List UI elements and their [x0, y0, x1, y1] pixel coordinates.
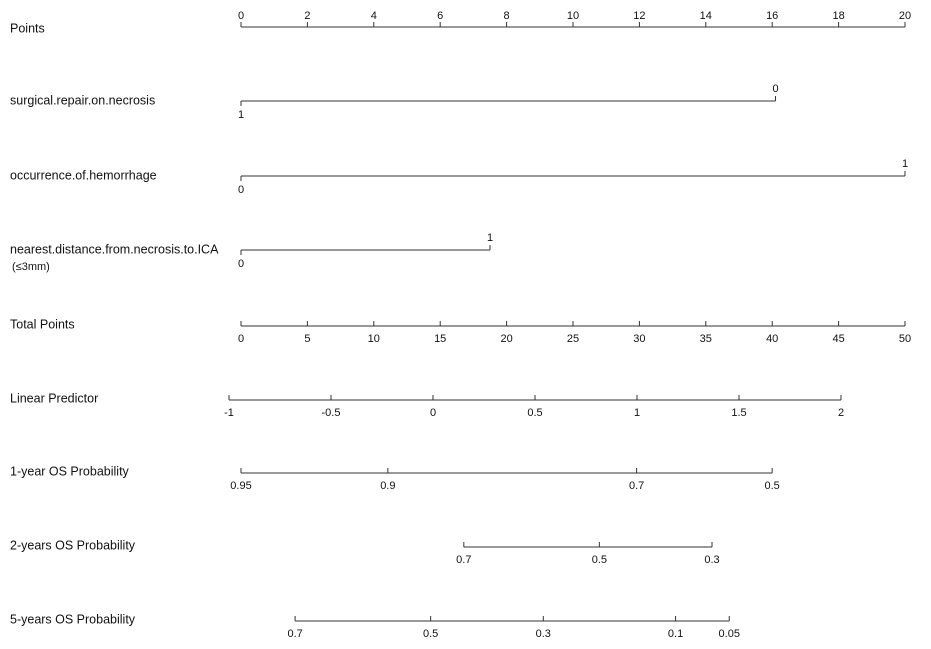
tick-label: 5: [304, 333, 310, 345]
tick-label: 14: [700, 10, 712, 22]
tick-label: 0.7: [629, 480, 644, 492]
level-label: 1: [238, 109, 244, 121]
level-label: 0: [772, 83, 778, 95]
tick-label: 20: [899, 10, 911, 22]
tick-label: 0.05: [719, 628, 740, 640]
tick-label: 18: [832, 10, 844, 22]
tick-label: 40: [766, 333, 778, 345]
tick-label: 10: [368, 333, 380, 345]
tick-label: 0.9: [380, 480, 395, 492]
tick-label: 50: [899, 333, 911, 345]
tick-label: 4: [371, 10, 377, 22]
axis-name: 2-years OS Probability: [10, 538, 136, 552]
tick-label: 2: [838, 407, 844, 419]
tick-label: 20: [500, 333, 512, 345]
tick-label: 0: [238, 10, 244, 22]
axis-name: 5-years OS Probability: [10, 612, 136, 626]
tick-label: 1.5: [731, 407, 746, 419]
tick-label: 2: [304, 10, 310, 22]
tick-label: 0.7: [287, 628, 302, 640]
tick-label: 0.7: [456, 554, 471, 566]
level-label: 0: [238, 184, 244, 196]
tick-label: 16: [766, 10, 778, 22]
tick-label: 1: [634, 407, 640, 419]
tick-label: 0.3: [536, 628, 551, 640]
variable-name: occurrence.of.hemorrhage: [10, 168, 157, 182]
level-label: 0: [238, 258, 244, 270]
tick-label: 0.3: [704, 554, 719, 566]
tick-label: 0.5: [592, 554, 607, 566]
tick-label: 10: [567, 10, 579, 22]
tick-label: 0.5: [527, 407, 542, 419]
tick-label: 45: [832, 333, 844, 345]
tick-label: -0.5: [322, 407, 341, 419]
tick-label: 0: [238, 333, 244, 345]
tick-label: 0.95: [230, 480, 251, 492]
tick-label: 0: [430, 407, 436, 419]
tick-label: 30: [633, 333, 645, 345]
tick-label: 6: [437, 10, 443, 22]
tick-label: 0.1: [668, 628, 683, 640]
tick-label: 12: [633, 10, 645, 22]
variable-subname: (≤3mm): [12, 261, 50, 273]
axis-name: Points: [10, 21, 45, 35]
axis-name: Total Points: [10, 317, 75, 331]
tick-label: 8: [504, 10, 510, 22]
level-label: 1: [487, 232, 493, 244]
tick-label: 15: [434, 333, 446, 345]
tick-label: 25: [567, 333, 579, 345]
variable-name: nearest.distance.from.necrosis.to.ICA: [10, 242, 219, 256]
tick-label: 35: [700, 333, 712, 345]
variable-name: surgical.repair.on.necrosis: [10, 93, 155, 107]
level-label: 1: [902, 158, 908, 170]
axis-name: 1-year OS Probability: [10, 464, 130, 478]
tick-label: -1: [224, 407, 234, 419]
tick-label: 0.5: [423, 628, 438, 640]
axis-name: Linear Predictor: [10, 391, 98, 405]
tick-label: 0.5: [764, 480, 779, 492]
